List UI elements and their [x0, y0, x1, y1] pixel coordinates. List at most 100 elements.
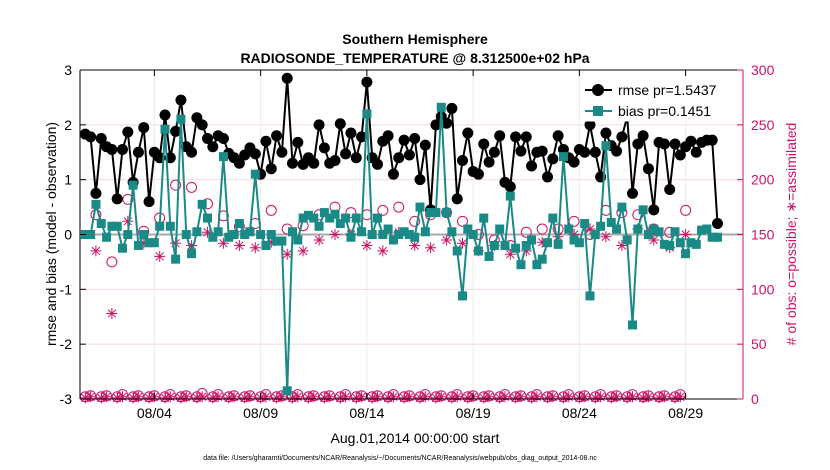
rmse-point	[350, 152, 362, 164]
obs-assimilated-marker	[446, 392, 458, 404]
rmse-point	[287, 157, 298, 169]
bias-point	[293, 235, 303, 245]
rmse-point	[265, 163, 277, 175]
obs-assimilated-marker	[387, 391, 399, 403]
rmse-point	[600, 127, 612, 139]
obs-assimilated-marker	[547, 391, 559, 403]
bias-point	[659, 239, 669, 249]
bias-point	[208, 232, 218, 242]
obs-assimilated-marker	[111, 392, 123, 404]
bias-point	[309, 213, 319, 223]
bias-point	[596, 221, 606, 231]
obs-assimilated-marker	[669, 392, 681, 404]
rmse-point	[690, 146, 702, 158]
obs-assimilated-marker	[356, 391, 368, 403]
bias-point	[665, 240, 675, 250]
bias-point	[314, 221, 324, 231]
x-tick-label: 08/09	[243, 405, 278, 421]
rmse-point	[520, 131, 532, 143]
y-tick-label: 3	[64, 62, 72, 78]
bias-point	[713, 232, 722, 242]
bias-point	[229, 230, 239, 239]
obs-assimilated-marker	[276, 391, 288, 403]
bias-point	[543, 238, 552, 248]
rmse-point	[515, 145, 527, 157]
bias-point	[436, 102, 446, 112]
obs-assimilated-marker	[191, 392, 203, 404]
rmse-point	[207, 141, 219, 153]
obs-assimilated-marker	[117, 391, 128, 403]
rmse-point	[186, 146, 198, 158]
rmse-point	[462, 127, 474, 139]
bias-point	[484, 251, 494, 261]
obs-assimilated-marker	[674, 391, 686, 403]
obs-assimilated-marker	[595, 391, 607, 403]
bias-point	[399, 227, 409, 237]
bias-point	[335, 219, 345, 229]
bias-point	[187, 249, 197, 259]
x-tick-label: 08/24	[562, 405, 597, 421]
rmse-point	[233, 157, 245, 169]
rmse-point	[334, 118, 346, 130]
obs-assimilated-marker	[648, 234, 660, 246]
bias-point	[165, 221, 175, 231]
bias-point	[420, 227, 430, 237]
bias-point	[91, 199, 101, 209]
bias-point	[410, 232, 420, 242]
bias-point	[495, 224, 505, 234]
obs-assimilated-marker	[398, 392, 410, 404]
rmse-point	[356, 131, 368, 143]
rmse-point	[313, 119, 325, 131]
y-tick-label: 1	[64, 172, 72, 188]
bias-point	[367, 230, 377, 239]
obs-assimilated-marker	[329, 229, 341, 240]
obs-possible-marker	[409, 215, 421, 227]
rmse-point	[637, 130, 649, 142]
bias-point	[585, 291, 595, 301]
bias-point	[564, 224, 574, 234]
obs-assimilated-marker	[159, 392, 171, 404]
rmse-point	[536, 145, 548, 157]
series-bias	[80, 102, 722, 396]
obs-assimilated-marker	[520, 245, 532, 257]
bias-point	[245, 227, 255, 237]
rmse-point	[441, 117, 453, 129]
obs-assimilated-marker	[451, 391, 463, 403]
obs-assimilated-marker	[419, 391, 431, 403]
rmse-point	[170, 125, 182, 137]
y-tick-label: -3	[60, 391, 73, 407]
obs-assimilated-marker	[478, 392, 490, 404]
obs-assimilated-marker	[233, 240, 245, 251]
bias-point	[447, 227, 457, 237]
rmse-point	[292, 136, 304, 148]
bias-point	[511, 243, 521, 253]
bias-point	[107, 221, 117, 231]
rmse-point	[345, 127, 357, 139]
obs-assimilated-marker	[568, 229, 580, 240]
x-tick-label: 08/04	[137, 405, 172, 421]
obs-assimilated-marker	[457, 237, 468, 249]
bias-point	[155, 221, 165, 231]
obs-assimilated-marker	[202, 226, 213, 238]
rmse-point	[472, 168, 484, 180]
bias-point	[203, 213, 212, 223]
bias-point	[224, 232, 234, 242]
bias-point	[303, 210, 313, 220]
rmse-point	[393, 152, 405, 164]
bias-point	[394, 230, 404, 239]
y-right-tick-label: 300	[751, 62, 775, 78]
rmse-point	[674, 149, 686, 161]
legend-box	[581, 76, 738, 122]
obs-assimilated-marker	[334, 392, 346, 404]
rmse-point	[175, 94, 187, 106]
bias-point	[489, 240, 499, 250]
obs-assimilated-marker	[361, 240, 373, 251]
obs-assimilated-marker	[223, 392, 235, 404]
bias-point	[707, 232, 717, 242]
obs-assimilated-marker	[441, 234, 453, 246]
rmse-point	[579, 146, 591, 158]
obs-assimilated-marker	[382, 392, 394, 404]
bias-point	[266, 230, 276, 239]
rmse-point	[706, 134, 718, 146]
bias-point	[388, 235, 398, 245]
